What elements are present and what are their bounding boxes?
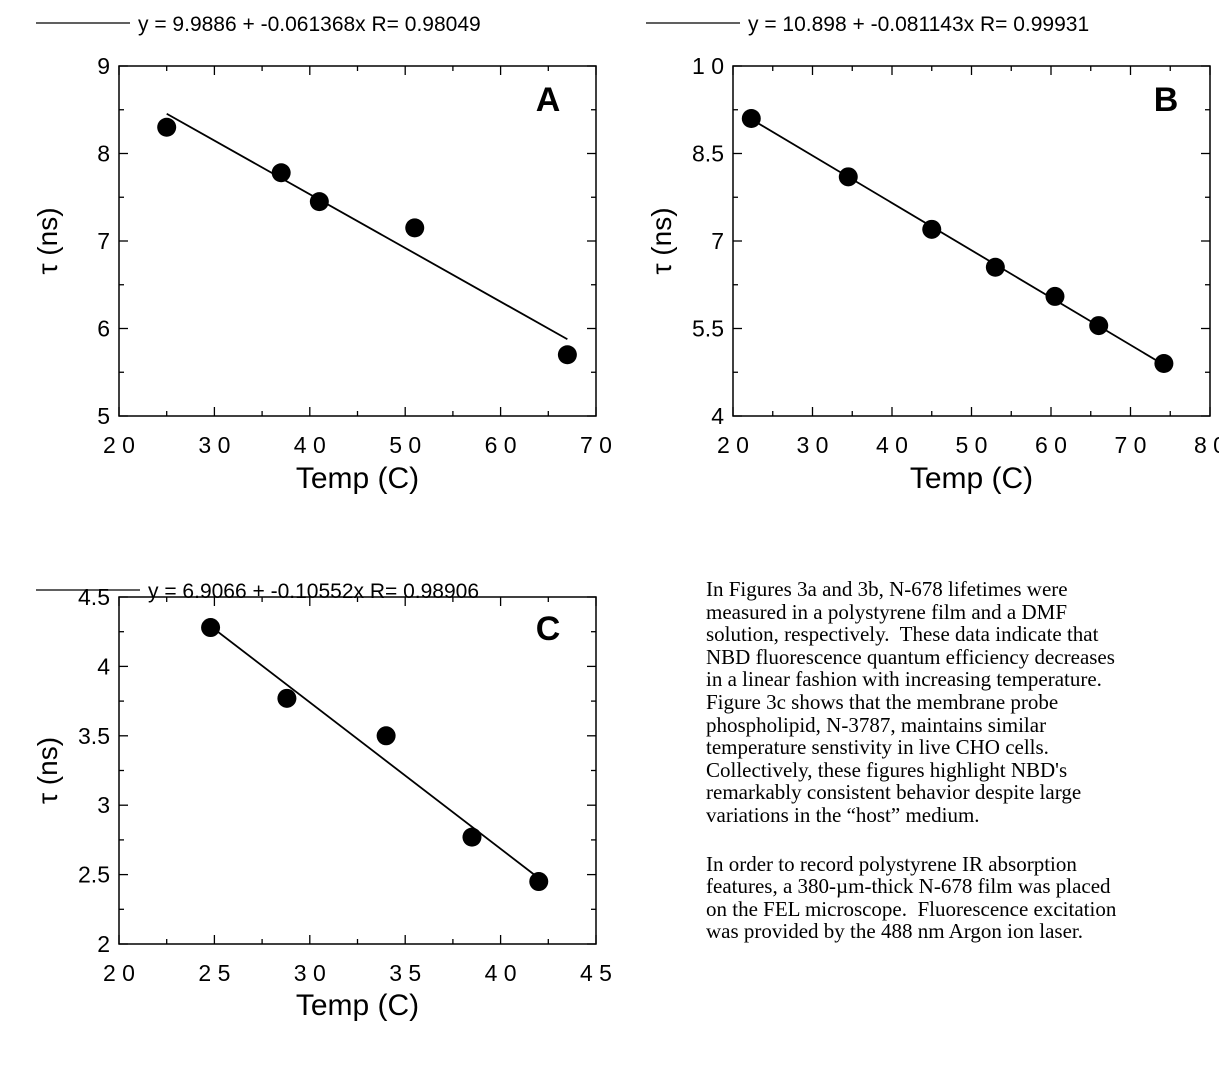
- x-tick-label: 5 0: [389, 432, 421, 458]
- data-point: [741, 109, 761, 128]
- x-tick-label: 8 0: [1194, 432, 1219, 458]
- fit-legend-text: y = 9.9886 + -0.061368x R= 0.98049: [138, 13, 481, 36]
- text-line: in a linear fashion with increasing temp…: [706, 667, 1102, 692]
- text-line: features, a 380-µm-thick N-678 film was …: [706, 874, 1111, 899]
- y-tick-label: 6: [97, 316, 110, 342]
- data-point: [277, 688, 297, 708]
- text-line: variations in the “host” medium.: [706, 802, 980, 827]
- plot-frame: [118, 596, 597, 945]
- panel-label: A: [536, 81, 561, 119]
- y-tick-label: 4: [97, 653, 110, 679]
- x-tick-label: 4 0: [485, 960, 517, 986]
- panel-label: B: [1154, 81, 1179, 119]
- chart-panel-b: 2 0 3 0 4 0 5 0 6 0 7 0 8 0 4 5.5 7 8.5 1 0 Temp (C)…: [646, 13, 1219, 495]
- text-line: Collectively, these figures highlight NB…: [706, 757, 1068, 782]
- y-tick-label: 5.5: [692, 316, 724, 342]
- x-axis-label: Temp (C): [910, 462, 1033, 495]
- x-tick-label: 3 5: [389, 960, 421, 986]
- data-point: [1089, 316, 1109, 336]
- y-tick-label: 8.5: [692, 141, 724, 167]
- data-point: [529, 872, 549, 892]
- y-tick-label: 3.5: [78, 723, 110, 749]
- y-tick-label: 8: [97, 141, 110, 167]
- x-tick-label: 3 0: [198, 432, 230, 458]
- text-line: phospholipid, N-3787, maintains similar: [706, 712, 1047, 737]
- text-line: on the FEL microscope. Fluorescence exci…: [706, 896, 1117, 921]
- x-tick-label: 5 0: [956, 432, 988, 458]
- data-point: [838, 167, 858, 187]
- text-line: solution, respectively. These data indic…: [706, 622, 1099, 647]
- x-tick-label: 2 0: [103, 960, 135, 986]
- data-point: [922, 219, 942, 239]
- y-tick-label: 3: [97, 792, 110, 818]
- y-tick-label: 2.5: [78, 862, 110, 888]
- x-axis-label: Temp (C): [296, 989, 419, 1022]
- fit-line: [210, 625, 540, 879]
- panel-label: C: [536, 610, 561, 648]
- x-tick-label: 2 0: [103, 432, 135, 458]
- data-point: [376, 726, 396, 746]
- data-point: [1045, 286, 1065, 306]
- body-text: In Figures 3a and 3b, N-678 lifetimes we…: [706, 578, 1219, 969]
- chart-panel-a: 2 0 3 0 4 0 5 0 6 0 7 0 5 6 7 8 9 Temp (C) τ (ns) Ay …: [32, 13, 612, 495]
- y-tick-label: 4.5: [78, 584, 110, 610]
- y-tick-label: 5: [97, 403, 110, 429]
- x-tick-label: 2 0: [717, 432, 749, 458]
- data-point: [462, 827, 482, 847]
- text-line: temperature senstivity in live CHO cells…: [706, 735, 1049, 760]
- y-tick-label: 7: [711, 228, 724, 254]
- y-tick-label: 7: [97, 228, 110, 254]
- paragraph-2: In order to record polystyrene IR absorp…: [706, 851, 1219, 944]
- text-line: NBD fluorescence quantum efficiency decr…: [706, 644, 1115, 669]
- fit-line: [166, 112, 568, 341]
- x-tick-label: 7 0: [580, 432, 612, 458]
- data-point: [985, 257, 1005, 277]
- y-tick-label: 2: [97, 931, 110, 957]
- text-line: was provided by the 488 nm Argon ion las…: [706, 919, 1083, 944]
- data-point: [405, 218, 425, 238]
- chart-panel-c: 2 0 2 5 3 0 3 5 4 0 4 5 2 2.5 3 3.5 4 4.5 Temp (C) τ …: [32, 580, 612, 1022]
- data-point: [309, 192, 329, 212]
- fit-legend-text: y = 10.898 + -0.081143x R= 0.99931: [748, 13, 1089, 36]
- plot-frame: [732, 65, 1211, 417]
- x-tick-label: 4 5: [580, 960, 612, 986]
- fit-line: [748, 116, 1171, 370]
- data-point: [271, 163, 291, 183]
- x-tick-label: 4 0: [876, 432, 908, 458]
- y-axis-label: τ (ns): [646, 207, 677, 274]
- x-tick-label: 6 0: [485, 432, 517, 458]
- y-axis-label: τ (ns): [32, 737, 63, 804]
- y-axis-label: τ (ns): [32, 207, 63, 274]
- data-point: [557, 345, 577, 365]
- plot-frame: [118, 65, 597, 417]
- text-line: In order to record polystyrene IR absorp…: [706, 851, 1077, 876]
- text-line: measured in a polystyrene film and a DMF: [706, 599, 1067, 624]
- data-point: [1154, 354, 1174, 373]
- y-tick-label: 4: [711, 403, 724, 429]
- y-tick-label: 1 0: [692, 53, 724, 79]
- text-line: remarkably consistent behavior despite l…: [706, 780, 1082, 805]
- x-tick-label: 6 0: [1035, 432, 1067, 458]
- fit-legend-text: y = 6.9066 + -0.10552x R= 0.98906: [148, 580, 479, 603]
- paragraph-1: In Figures 3a and 3b, N-678 lifetimes we…: [706, 578, 1219, 827]
- data-point: [157, 117, 177, 137]
- text-line: Figure 3c shows that the membrane probe: [706, 689, 1059, 714]
- x-tick-label: 2 5: [198, 960, 230, 986]
- x-tick-label: 3 0: [294, 960, 326, 986]
- text-line: In Figures 3a and 3b, N-678 lifetimes we…: [706, 578, 1068, 601]
- x-tick-label: 7 0: [1115, 432, 1147, 458]
- data-point: [201, 618, 221, 638]
- x-tick-label: 4 0: [294, 432, 326, 458]
- y-tick-label: 9: [97, 53, 110, 79]
- x-tick-label: 3 0: [797, 432, 829, 458]
- x-axis-label: Temp (C): [296, 462, 419, 495]
